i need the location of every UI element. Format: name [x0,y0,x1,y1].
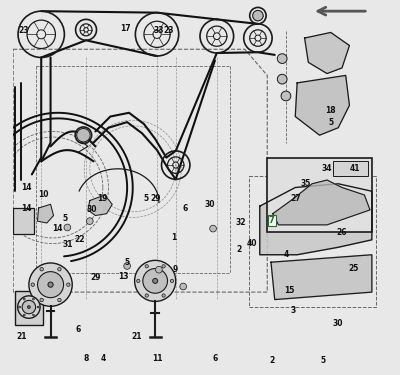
Text: 15: 15 [284,286,295,295]
Text: 17: 17 [120,24,130,33]
Text: 5: 5 [143,194,148,203]
Circle shape [28,306,30,308]
Circle shape [66,283,70,286]
Text: 41: 41 [350,164,360,172]
Circle shape [58,267,61,271]
Circle shape [135,260,176,302]
Text: 29: 29 [150,194,160,203]
Circle shape [86,218,93,225]
Text: 23: 23 [163,26,174,35]
Polygon shape [271,255,372,300]
Circle shape [145,294,148,297]
Circle shape [162,294,165,297]
Circle shape [23,314,25,316]
Text: 5: 5 [329,118,334,127]
Polygon shape [38,204,54,223]
Text: 6: 6 [212,354,218,363]
Text: 5: 5 [124,258,130,267]
Circle shape [22,300,36,314]
Circle shape [37,306,39,308]
Circle shape [32,298,34,300]
Bar [13,208,34,234]
Text: 23: 23 [18,26,29,35]
Text: 21: 21 [16,333,27,342]
Text: 1: 1 [171,233,176,243]
Text: 30: 30 [204,200,214,209]
Circle shape [156,266,162,273]
Text: 26: 26 [336,228,346,237]
Circle shape [277,54,287,63]
Text: 5: 5 [62,214,67,223]
Text: 13: 13 [118,272,129,281]
Circle shape [48,282,53,287]
Text: 11: 11 [152,354,162,363]
Text: 6: 6 [76,325,81,334]
Circle shape [170,279,174,282]
Polygon shape [260,184,372,255]
Text: 32: 32 [236,219,246,228]
Circle shape [64,224,71,231]
Circle shape [23,298,25,300]
Circle shape [40,298,44,302]
Text: 14: 14 [52,224,62,233]
Text: 3: 3 [291,306,296,315]
Circle shape [19,306,20,308]
Text: 9: 9 [173,265,178,274]
Text: 6: 6 [182,204,188,213]
Text: 5: 5 [321,356,326,365]
Bar [333,160,368,176]
Text: 34: 34 [322,164,332,172]
Text: 14: 14 [21,204,32,213]
Circle shape [281,91,291,101]
Text: 40: 40 [246,239,257,248]
Text: 22: 22 [74,234,85,243]
Circle shape [277,74,287,84]
Bar [15,291,43,325]
Text: 7: 7 [269,216,275,225]
Text: 27: 27 [290,194,300,203]
Text: 10: 10 [38,190,48,199]
Circle shape [180,283,186,290]
Polygon shape [305,33,350,74]
Text: 21: 21 [131,333,142,342]
Polygon shape [273,180,370,225]
Circle shape [143,268,168,293]
Circle shape [210,225,216,232]
Circle shape [40,267,44,271]
Circle shape [18,296,40,318]
Circle shape [124,262,130,269]
Text: 14: 14 [21,183,32,192]
Polygon shape [295,75,350,135]
Text: 30: 30 [86,205,97,214]
Circle shape [145,265,148,268]
Text: 25: 25 [349,264,359,273]
Text: 4: 4 [100,354,106,363]
Circle shape [153,278,158,284]
Circle shape [77,129,90,142]
Circle shape [31,283,34,286]
Circle shape [38,272,64,298]
Text: 8: 8 [83,354,89,363]
Circle shape [137,279,140,282]
Bar [267,158,372,232]
Circle shape [253,10,263,21]
Text: 19: 19 [98,194,108,203]
Text: 31: 31 [62,240,73,249]
Text: 18: 18 [325,106,335,116]
Text: 35: 35 [300,179,310,188]
Circle shape [29,263,72,306]
Text: 29: 29 [90,273,101,282]
Text: 2: 2 [270,356,275,365]
Circle shape [58,298,61,302]
Text: 33: 33 [154,26,164,35]
Text: 30: 30 [332,319,343,328]
Text: 2: 2 [237,244,242,254]
Text: 4: 4 [283,250,288,259]
Polygon shape [88,195,112,216]
Circle shape [32,314,34,316]
Circle shape [162,265,165,268]
